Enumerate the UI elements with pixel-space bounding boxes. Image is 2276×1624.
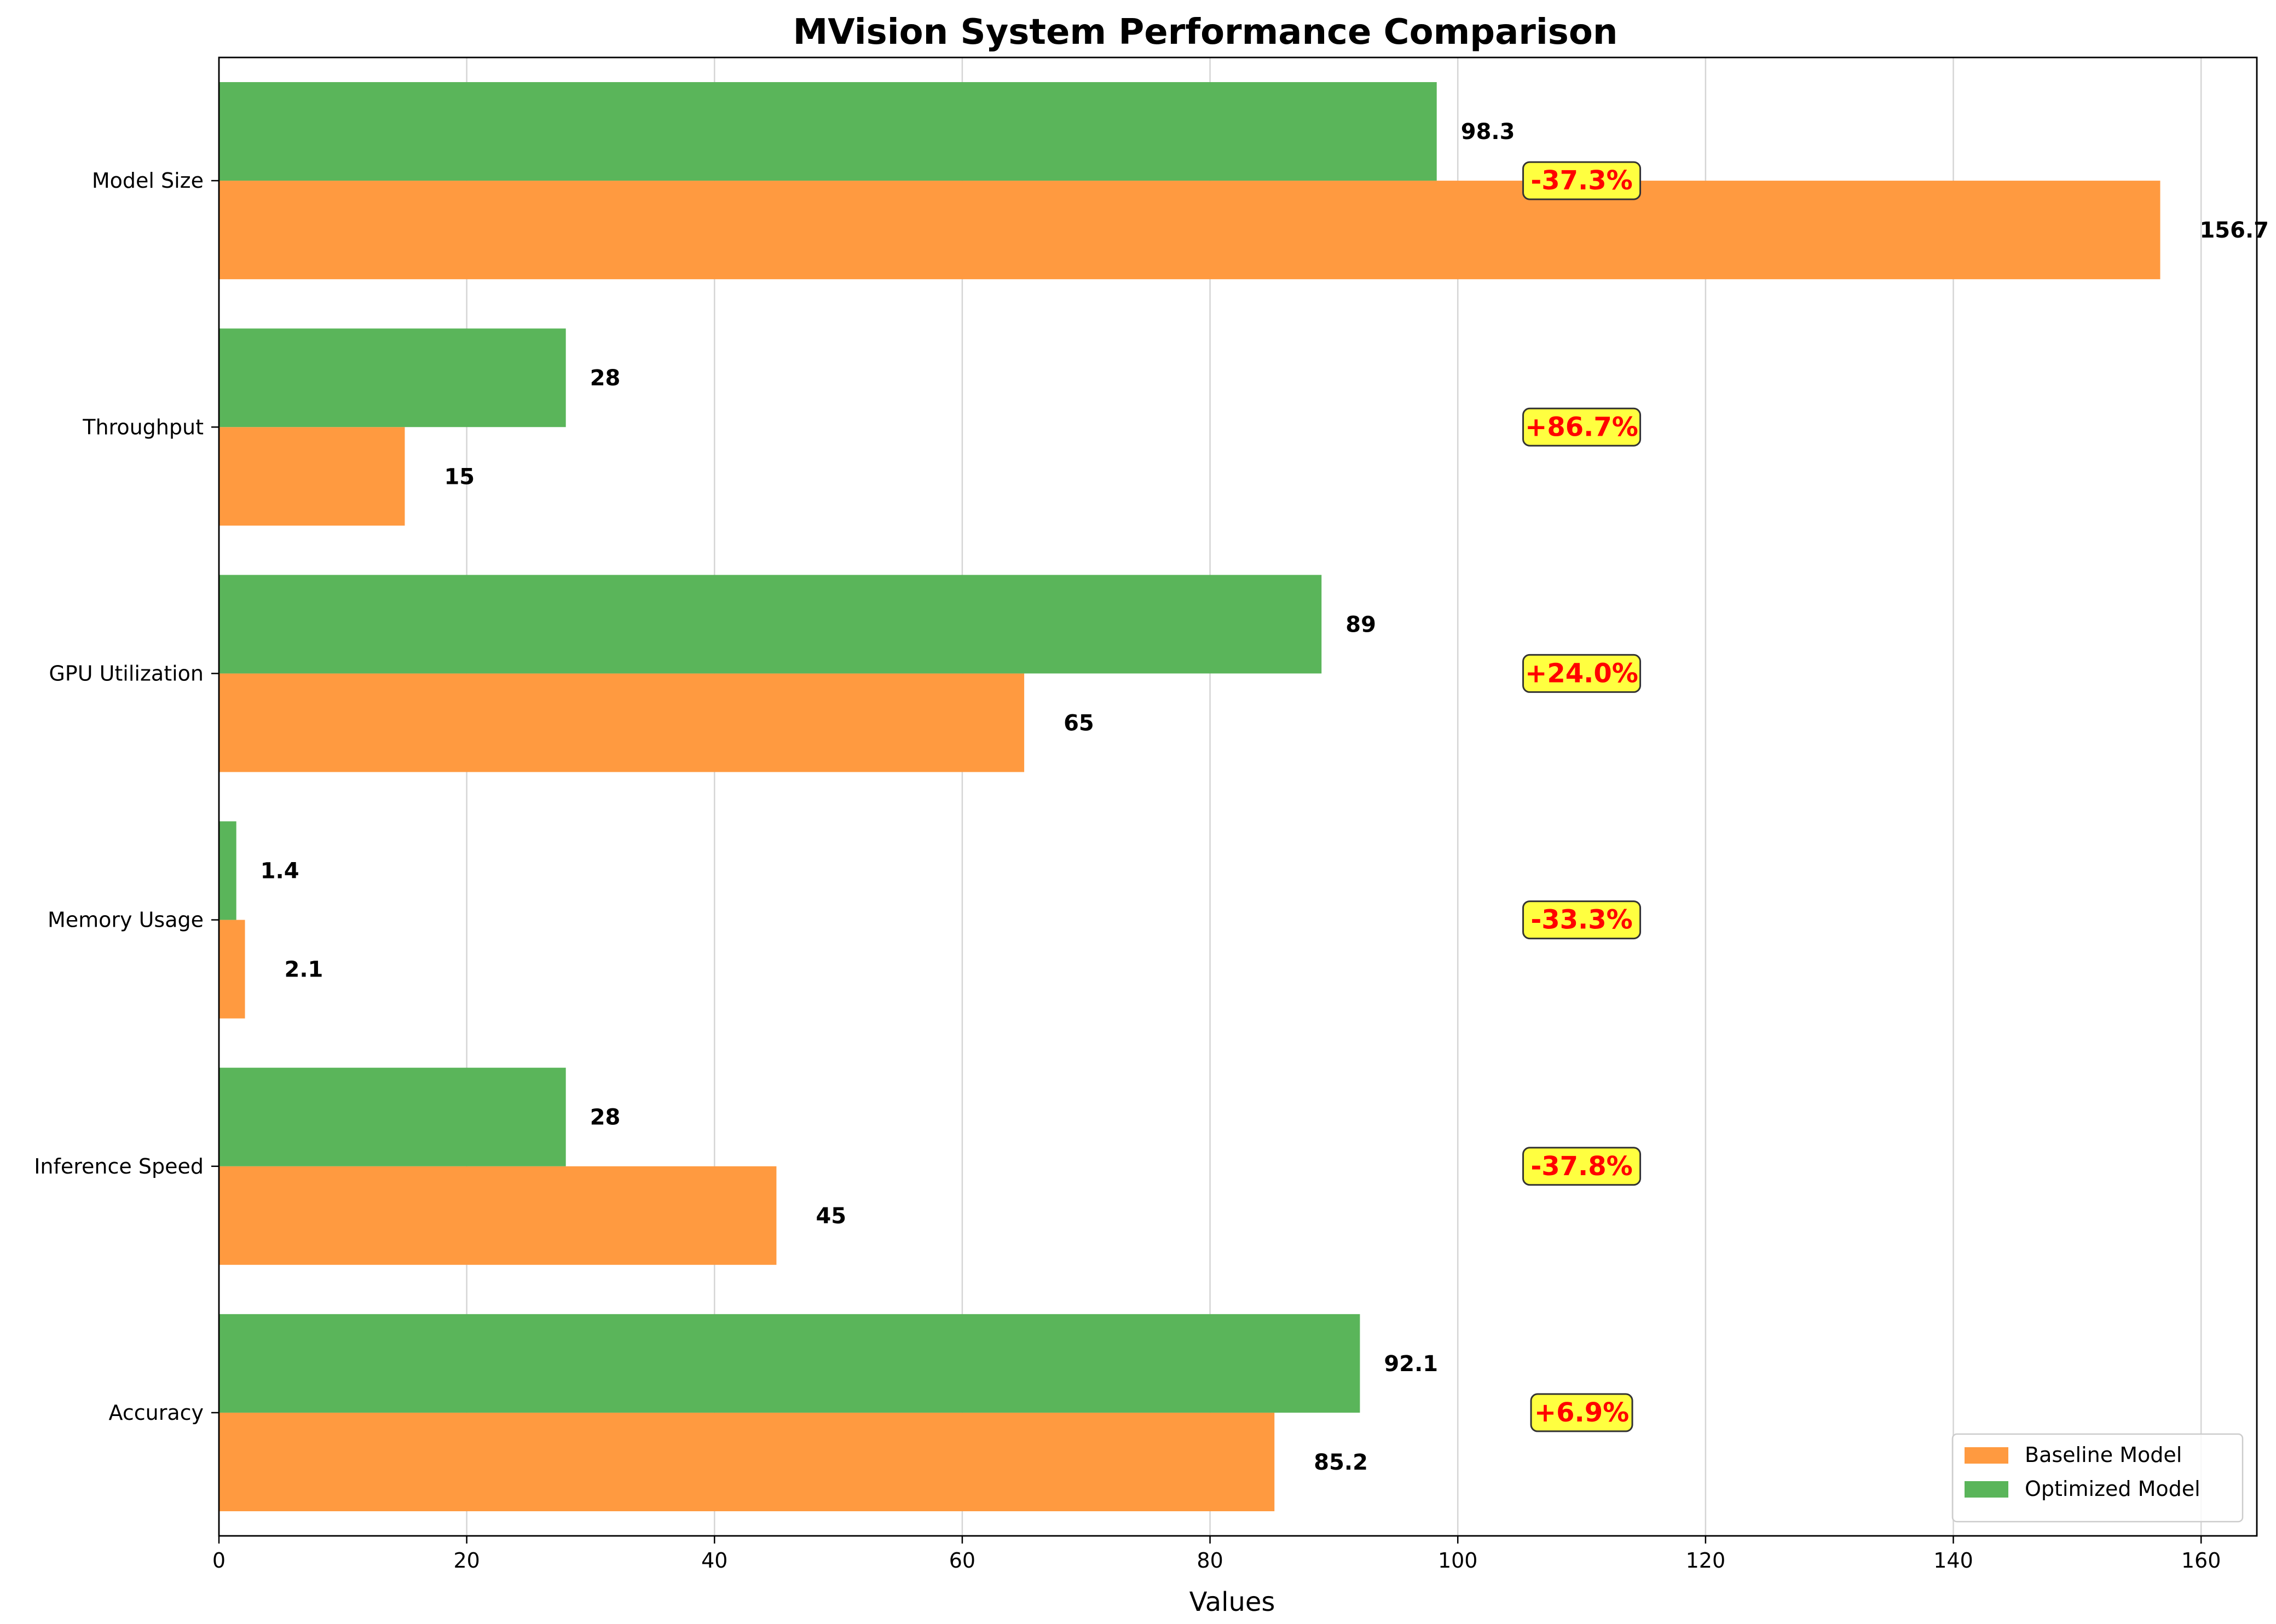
bar-layer	[219, 82, 2161, 1511]
value-label-optimized-memory-usage: 1.4	[261, 859, 299, 884]
y-tick-label-model-size: Model Size	[92, 169, 204, 193]
bar-baseline-gpu-utilization	[219, 673, 1025, 772]
legend-label-baseline-model: Baseline Model	[2025, 1443, 2182, 1467]
annotation-box-accuracy	[1530, 1393, 1633, 1432]
annotation-inference-speed: -37.8%	[1530, 1151, 1632, 1182]
bar-baseline-accuracy	[219, 1412, 1275, 1511]
x-tick-label-60: 60	[949, 1548, 975, 1573]
value-label-optimized-model-size: 98.3	[1461, 119, 1515, 145]
annotation-gpu-utilization: +24.0%	[1525, 658, 1638, 689]
annotation-box-model-size	[1522, 161, 1642, 200]
bar-optimized-memory-usage	[219, 821, 236, 920]
legend: Baseline Model Optimized Model	[1951, 1433, 2244, 1523]
value-label-optimized-inference-speed: 28	[590, 1105, 621, 1130]
bar-optimized-inference-speed	[219, 1067, 566, 1166]
x-tick-label-120: 120	[1686, 1548, 1726, 1573]
x-tick-label-0: 0	[212, 1548, 226, 1573]
annotation-memory-usage: -33.3%	[1530, 905, 1632, 935]
annotation-accuracy: +6.9%	[1534, 1397, 1629, 1428]
annotation-box-inference-speed	[1522, 1147, 1642, 1186]
annotation-box-throughput	[1522, 407, 1642, 447]
plot-frame	[218, 56, 2258, 1537]
bar-optimized-gpu-utilization	[219, 575, 1322, 674]
annotation-model-size: -37.3%	[1530, 165, 1632, 196]
y-tick-label-gpu-utilization: GPU Utilization	[49, 661, 204, 685]
value-label-baseline-throughput: 15	[444, 464, 475, 489]
annotation-box-gpu-utilization	[1522, 654, 1642, 693]
value-label-baseline-model-size: 156.7	[2199, 218, 2269, 243]
bar-optimized-throughput	[219, 328, 566, 427]
value-label-optimized-gpu-utilization: 89	[1345, 612, 1376, 637]
x-tick-label-100: 100	[1438, 1548, 1478, 1573]
x-tick-label-80: 80	[1197, 1548, 1223, 1573]
bar-baseline-inference-speed	[219, 1166, 777, 1265]
legend-frame	[1951, 1433, 2244, 1523]
bar-baseline-memory-usage	[219, 920, 245, 1019]
value-label-baseline-inference-speed: 45	[816, 1204, 846, 1229]
value-label-optimized-throughput: 28	[590, 366, 621, 391]
annotation-box-memory-usage	[1522, 900, 1642, 940]
value-label-optimized-accuracy: 92.1	[1384, 1351, 1438, 1377]
y-tick-label-memory-usage: Memory Usage	[48, 908, 204, 932]
value-label-baseline-gpu-utilization: 65	[1064, 710, 1094, 736]
x-tick-label-140: 140	[1933, 1548, 1973, 1573]
bar-baseline-model-size	[219, 181, 2161, 280]
x-tick-label-160: 160	[2181, 1548, 2221, 1573]
label-layer: 85.2 92.1 +6.9% 45 28 -37.8% 2.1 1.4 -33.3% 65 89 +…	[261, 119, 2269, 1475]
axis-layer: Accuracy Inference Speed Memory Usage GPU U…	[34, 56, 2258, 1573]
y-tick-label-inference-speed: Inference Speed	[34, 1154, 204, 1178]
chart-title: MVision System Performance Comparison	[793, 12, 1618, 53]
annotation-throughput: +86.7%	[1525, 412, 1638, 442]
bar-optimized-model-size	[219, 82, 1437, 181]
bar-optimized-accuracy	[219, 1314, 1360, 1413]
x-tick-label-20: 20	[453, 1548, 480, 1573]
bar-baseline-throughput	[219, 427, 405, 526]
value-label-baseline-accuracy: 85.2	[1314, 1450, 1368, 1475]
value-label-baseline-memory-usage: 2.1	[285, 957, 324, 983]
legend-swatch-optimized-model	[1965, 1481, 2008, 1498]
x-tick-label-40: 40	[701, 1548, 727, 1573]
y-tick-label-accuracy: Accuracy	[109, 1401, 204, 1425]
y-tick-label-throughput: Throughput	[82, 415, 204, 439]
legend-swatch-baseline-model	[1965, 1447, 2008, 1464]
x-axis-label: Values	[1189, 1587, 1275, 1617]
legend-label-optimized-model: Optimized Model	[2025, 1477, 2200, 1501]
